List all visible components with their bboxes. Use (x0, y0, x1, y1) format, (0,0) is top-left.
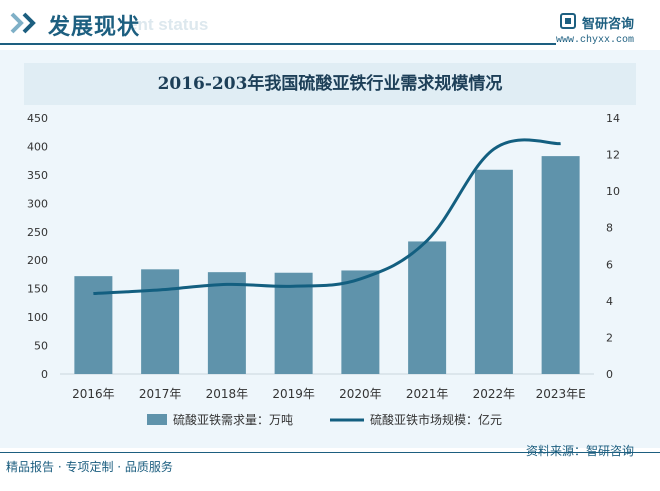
x-tick-label: 2017年 (139, 387, 182, 401)
y-left-tick-label: 150 (27, 283, 48, 296)
logo-text: 智研咨询 (582, 17, 635, 32)
y-left-tick-label: 100 (27, 311, 48, 324)
x-tick-label: 2016年 (72, 387, 115, 401)
footer-tagline: 精品报告 · 专项定制 · 品质服务 (6, 460, 173, 474)
legend-bar-swatch (147, 414, 167, 425)
y-left-tick-label: 200 (27, 254, 48, 267)
combo-chart: 0 50 100 150 200 250 300 350 400 450 0 2 4 6 8 10 12 14 20… (27, 112, 620, 427)
y-left-tick-label: 0 (41, 368, 48, 381)
logo-icon (560, 13, 576, 29)
y-left-tick-label: 300 (27, 197, 48, 210)
chart-title: 2016-203年我国硫酸亚铁行业需求规模情况 (157, 74, 503, 94)
y-right-tick-label: 12 (606, 149, 620, 162)
section-title: 发展现状 (48, 15, 141, 40)
double-chevron-icon (10, 12, 36, 34)
y-right-tick-label: 10 (606, 185, 620, 198)
x-tick-label: 2022年 (473, 387, 516, 401)
y-right-tick-label: 0 (606, 368, 613, 381)
chart-title-banner: 2016-203年我国硫酸亚铁行业需求规模情况 (24, 63, 636, 105)
y-right-tick-label: 6 (606, 258, 613, 271)
x-tick-label: 2021年 (406, 387, 449, 401)
x-tick-label: 2020年 (339, 387, 382, 401)
legend-bar-label: 硫酸亚铁需求量：万吨 (173, 412, 293, 427)
bar (274, 272, 313, 374)
bar (141, 269, 180, 374)
bar (408, 241, 447, 374)
x-tick-label: 2019年 (272, 387, 315, 401)
x-tick-label: 2018年 (206, 387, 249, 401)
y-left-tick-label: 250 (27, 226, 48, 239)
header-divider (0, 43, 556, 45)
bar (474, 169, 513, 374)
bar (341, 270, 380, 374)
source-note: 资料来源：智研咨询 (526, 444, 635, 458)
y-right-tick-label: 8 (606, 222, 613, 235)
y-left-tick-label: 450 (27, 112, 48, 125)
y-left-tick-label: 400 (27, 140, 48, 153)
y-left-tick-label: 350 (27, 169, 48, 182)
section-subtitle: ent status (128, 15, 209, 34)
bar (541, 156, 580, 374)
brand-logo: 智研咨询 (560, 13, 652, 32)
header: ent status 发展现状 智研咨询 www.chyxx.com (0, 0, 660, 46)
bar (74, 276, 113, 374)
y-right-tick-label: 2 (606, 331, 613, 344)
y-right-tick-label: 14 (606, 112, 620, 125)
site-url: www.chyxx.com (556, 35, 635, 46)
legend-line-label: 硫酸亚铁市场规模：亿元 (370, 412, 502, 427)
x-tick-label: 2023年E (536, 387, 586, 401)
bar (207, 272, 246, 374)
footer-divider (0, 452, 660, 453)
y-left-tick-label: 50 (34, 340, 48, 353)
y-right-tick-label: 4 (606, 295, 613, 308)
line-series (93, 138, 561, 296)
